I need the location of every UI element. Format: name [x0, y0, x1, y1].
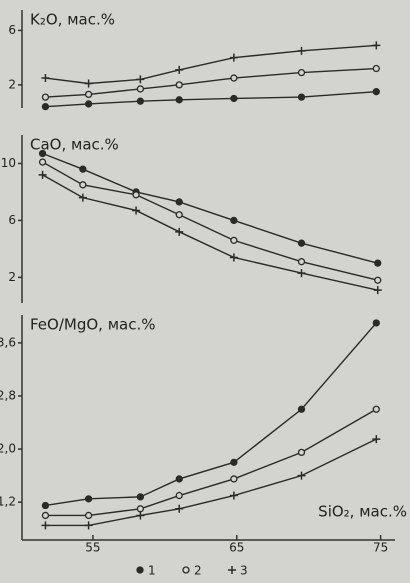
y-tick-label: 2,8	[0, 388, 16, 402]
x-axis-label: SiO₂, мас.%	[318, 503, 407, 521]
marker-circle	[374, 276, 382, 284]
panel-title: K₂O, мас.%	[30, 11, 115, 29]
marker-circle	[230, 475, 238, 483]
marker-dot	[136, 493, 145, 501]
marker-circle	[84, 511, 93, 520]
marker-dot	[84, 100, 93, 108]
marker-circle	[230, 74, 238, 82]
marker-dot	[175, 96, 183, 104]
marker-dot	[38, 149, 47, 158]
marker-circle	[79, 181, 87, 189]
legend-label: 3	[240, 564, 248, 578]
marker-circle	[297, 448, 306, 457]
marker-dot	[175, 198, 183, 206]
marker-plus	[372, 41, 381, 50]
x-tick-label: 55	[85, 541, 100, 555]
marker-circle	[41, 93, 50, 101]
marker-plus	[229, 253, 238, 262]
marker-plus	[41, 521, 50, 530]
x-tick-label: 75	[373, 541, 388, 555]
legend-label: 1	[148, 564, 156, 578]
marker-dot	[372, 88, 380, 96]
legend-marker	[136, 566, 144, 574]
marker-dot	[175, 475, 183, 483]
legend-marker	[228, 566, 236, 574]
series-line	[45, 44, 377, 85]
marker-circle	[175, 81, 183, 89]
marker-plus	[41, 74, 50, 83]
y-tick-label: 6	[8, 213, 16, 227]
panel-title: FeO/MgO, мас.%	[30, 316, 155, 334]
y-tick-label: 6	[8, 23, 16, 37]
series-line	[45, 322, 377, 507]
marker-dot	[297, 405, 306, 413]
marker-plus	[175, 504, 184, 513]
marker-circle	[372, 64, 380, 73]
marker-dot	[230, 94, 238, 103]
y-tick-label: 3,6	[0, 335, 16, 349]
marker-plus	[175, 65, 184, 74]
marker-plus	[38, 170, 47, 179]
marker-dot	[297, 239, 306, 247]
series-line	[42, 174, 378, 291]
marker-dot	[230, 216, 238, 225]
marker-circle	[38, 158, 47, 166]
marker-plus	[372, 435, 381, 444]
y-tick-label: 1,2	[0, 495, 16, 509]
marker-dot	[372, 319, 380, 327]
legend-marker	[182, 566, 190, 574]
marker-circle	[136, 505, 145, 513]
marker-plus	[78, 193, 87, 202]
marker-plus	[132, 206, 141, 215]
marker-circle	[175, 211, 183, 219]
y-tick-label: 2	[8, 270, 16, 284]
marker-circle	[175, 491, 183, 500]
marker-dot	[136, 97, 145, 105]
marker-dot	[41, 501, 50, 510]
marker-circle	[41, 511, 50, 520]
marker-dot	[297, 93, 306, 101]
marker-circle	[136, 85, 145, 93]
marker-plus	[136, 511, 145, 520]
marker-plus	[229, 491, 238, 500]
marker-plus	[297, 471, 306, 480]
marker-circle	[297, 258, 306, 266]
marker-dot	[374, 259, 382, 267]
marker-plus	[373, 286, 382, 295]
marker-circle	[84, 90, 93, 99]
marker-circle	[372, 405, 380, 413]
marker-plus	[84, 521, 93, 530]
series-line	[45, 408, 377, 517]
marker-plus	[175, 227, 184, 236]
x-tick-label: 65	[229, 541, 244, 555]
marker-dot	[41, 102, 50, 111]
marker-circle	[230, 236, 238, 245]
marker-circle	[297, 68, 306, 77]
marker-dot	[79, 165, 87, 173]
legend-label: 2	[194, 564, 202, 578]
marker-plus	[229, 53, 238, 62]
y-tick-label: 2	[8, 77, 16, 91]
marker-plus	[84, 79, 93, 88]
marker-dot	[84, 495, 93, 503]
series-line	[42, 161, 378, 281]
marker-circle	[132, 191, 140, 199]
y-tick-label: 2,0	[0, 442, 16, 456]
y-tick-label: 10	[1, 156, 16, 170]
panel-title: CaO, мас.%	[30, 136, 119, 154]
marker-dot	[230, 458, 238, 466]
marker-plus	[297, 46, 306, 55]
marker-plus	[297, 269, 306, 278]
marker-plus	[136, 75, 145, 84]
